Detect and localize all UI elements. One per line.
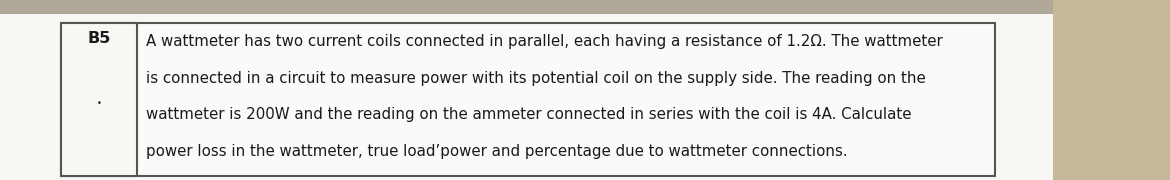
Text: B5: B5 (88, 31, 110, 46)
FancyBboxPatch shape (61, 23, 994, 176)
Text: wattmeter is 200W and the reading on the ammeter connected in series with the co: wattmeter is 200W and the reading on the… (146, 107, 911, 122)
FancyBboxPatch shape (0, 0, 1053, 14)
FancyBboxPatch shape (61, 23, 137, 176)
FancyBboxPatch shape (0, 0, 1053, 180)
Text: is connected in a circuit to measure power with its potential coil on the supply: is connected in a circuit to measure pow… (146, 71, 925, 86)
Text: •: • (96, 99, 102, 108)
Text: A wattmeter has two current coils connected in parallel, each having a resistanc: A wattmeter has two current coils connec… (146, 34, 943, 49)
Text: power loss in the wattmeter, true loadʼpower and percentage due to wattmeter con: power loss in the wattmeter, true loadʼp… (146, 144, 848, 159)
